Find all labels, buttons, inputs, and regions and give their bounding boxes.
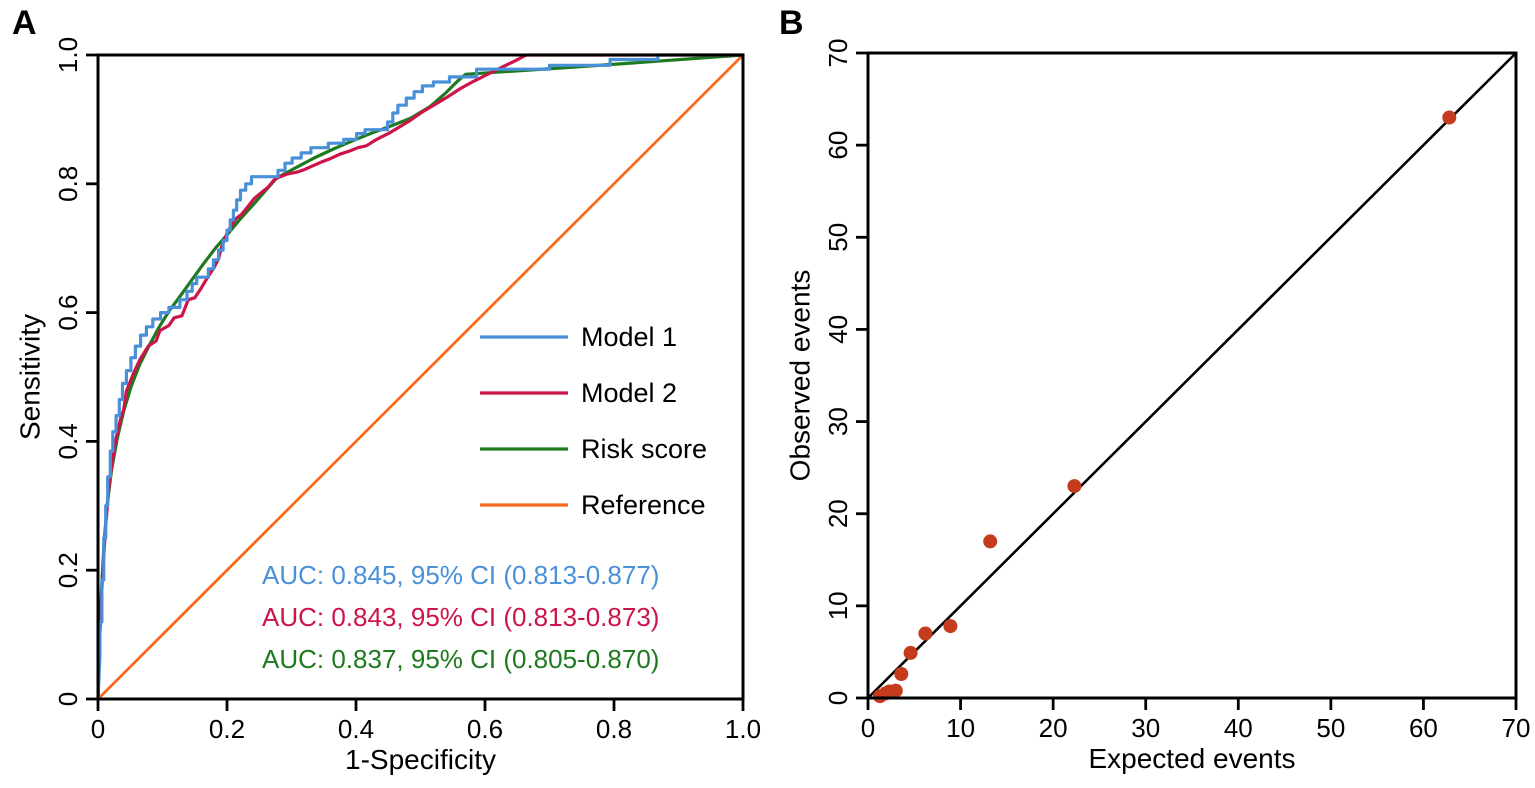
x-axis-tick-label: 10 (946, 713, 975, 743)
x-axis-tick-label: 0.6 (467, 714, 503, 744)
auc-annotation-2: AUC: 0.843, 95% CI (0.813-0.873) (262, 602, 659, 632)
x-axis-tick-label: 20 (1039, 713, 1068, 743)
curve-model-2 (96, 53, 745, 701)
y-axis-tick-label: 10 (823, 591, 853, 620)
curve-model-1 (96, 53, 745, 701)
y-axis-tick-label: 0.4 (53, 423, 83, 459)
legend: Model 1 Model 2 Risk score Reference (480, 322, 707, 520)
x-axis-tick-label: 0 (861, 713, 875, 743)
plot-frame (866, 51, 1518, 700)
legend-label: Reference (581, 490, 706, 520)
y-axis-tick-label: 30 (823, 407, 853, 436)
x-axis: 0 0.2 0.4 0.6 0.8 1.0 (91, 699, 761, 744)
y-axis-title: Observed events (785, 270, 816, 482)
identity-line (866, 51, 1518, 700)
x-axis-tick-label: 0.4 (338, 714, 374, 744)
y-axis: 0 10 20 30 40 50 60 70 (823, 39, 868, 705)
y-axis-tick-label: 0.8 (53, 166, 83, 202)
y-axis-tick-label: 20 (823, 499, 853, 528)
x-axis: 0 10 20 30 40 50 60 70 (861, 698, 1531, 743)
x-axis-title: 1-Specificity (345, 744, 496, 775)
y-axis-tick-label: 0.6 (53, 295, 83, 331)
scatter-point (888, 683, 903, 698)
x-axis-tick-label: 0.8 (596, 714, 632, 744)
x-axis-tick-label: 0.2 (209, 714, 245, 744)
x-axis-tick-label: 50 (1316, 713, 1345, 743)
scatter-point (903, 645, 918, 660)
calibration-scatter-chart: 0 10 20 30 40 50 60 70 0 10 20 30 40 50 60 70 Expected e… (785, 39, 1531, 774)
legend-label: Model 2 (581, 378, 677, 408)
scatter-points (873, 110, 1457, 704)
legend-item-reference: Reference (480, 490, 706, 520)
y-axis-tick-label: 0 (823, 691, 853, 705)
auc-annotation-3: AUC: 0.837, 95% CI (0.805-0.870) (262, 644, 659, 674)
scatter-point (983, 534, 998, 549)
y-axis-tick-label: 70 (823, 39, 853, 68)
y-axis-tick-label: 40 (823, 315, 853, 344)
legend-item-model-2: Model 2 (480, 378, 677, 408)
x-axis-tick-label: 60 (1409, 713, 1438, 743)
y-axis-tick-label: 1.0 (53, 37, 83, 73)
legend-item-model-1: Model 1 (480, 322, 677, 352)
auc-annotation-1: AUC: 0.845, 95% CI (0.813-0.877) (262, 560, 659, 590)
y-axis-tick-label: 0.2 (53, 552, 83, 588)
y-axis-tick-label: 60 (823, 131, 853, 160)
x-axis-tick-label: 70 (1502, 713, 1531, 743)
y-axis-tick-label: 50 (823, 223, 853, 252)
y-axis: 0 0.2 0.4 0.6 0.8 1.0 (53, 37, 98, 706)
x-axis-tick-label: 1.0 (725, 714, 761, 744)
panel-b-label: B (779, 4, 804, 42)
curve-reference (96, 53, 745, 701)
y-axis-tick-label: 0 (53, 692, 83, 706)
legend-item-risk-score: Risk score (480, 434, 707, 464)
scatter-point (943, 619, 958, 634)
x-axis-tick-label: 0 (91, 714, 105, 744)
plot-frame (96, 53, 745, 701)
x-axis-tick-label: 40 (1224, 713, 1253, 743)
x-axis-tick-label: 30 (1131, 713, 1160, 743)
scatter-point (894, 667, 909, 681)
panel-a-label: A (12, 4, 37, 42)
legend-label: Model 1 (581, 322, 677, 352)
scatter-point (1067, 479, 1082, 494)
y-axis-title: Sensitivity (15, 314, 46, 440)
scatter-point (1442, 110, 1457, 125)
legend-label: Risk score (581, 434, 707, 464)
scatter-point (918, 626, 933, 641)
roc-curve-chart: 0 0.2 0.4 0.6 0.8 1.0 0 0.2 0.4 0.6 0.8 1.0 1-Specif… (15, 37, 762, 775)
x-axis-title: Expected events (1088, 743, 1295, 774)
